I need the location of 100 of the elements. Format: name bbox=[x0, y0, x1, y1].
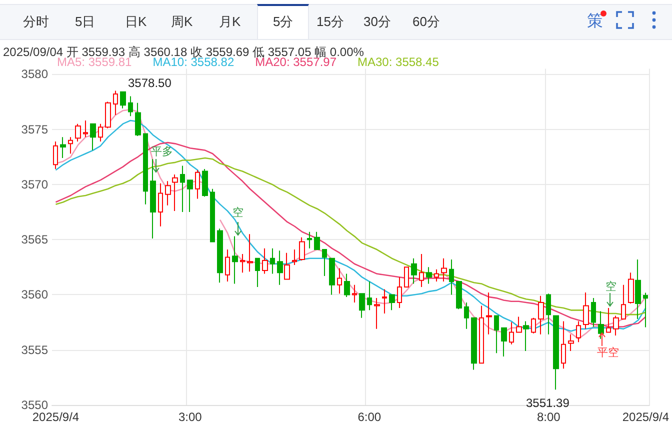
candlestick bbox=[187, 180, 193, 213]
candlestick bbox=[262, 248, 268, 274]
y-tick-label: 3555 bbox=[21, 342, 48, 357]
candlestick bbox=[411, 258, 417, 284]
candlestick bbox=[382, 288, 387, 314]
candlestick bbox=[419, 253, 424, 288]
candlestick bbox=[180, 165, 185, 213]
candlestick bbox=[352, 284, 357, 303]
x-tick-label: 6:00 bbox=[358, 410, 382, 424]
candlestick bbox=[628, 272, 634, 304]
candlestick bbox=[165, 180, 171, 206]
y-tick-label: 3565 bbox=[21, 232, 48, 247]
y-tick-label: 3580 bbox=[21, 67, 48, 82]
text: 5分 bbox=[273, 13, 294, 31]
candlestick bbox=[479, 305, 484, 364]
candlestick bbox=[397, 276, 402, 308]
y-tick-label: 3550 bbox=[21, 398, 48, 412]
candlestick bbox=[389, 294, 395, 311]
candlestick bbox=[307, 231, 312, 249]
candlestick bbox=[621, 284, 626, 320]
candlestick bbox=[255, 258, 260, 288]
candlestick bbox=[449, 258, 454, 296]
candlestick bbox=[337, 268, 342, 294]
candlestick bbox=[374, 298, 380, 330]
candlestick bbox=[113, 90, 118, 116]
candlestick bbox=[561, 320, 566, 370]
candlestick bbox=[509, 322, 514, 345]
candlestick bbox=[635, 258, 641, 320]
x-tick-label: 2025/9/4 bbox=[622, 410, 670, 424]
candlestick bbox=[247, 234, 253, 272]
candlestick bbox=[344, 273, 350, 298]
annotation: 空 bbox=[232, 206, 244, 220]
candlestick bbox=[105, 101, 111, 129]
text: 60分 bbox=[412, 13, 440, 31]
candlestick bbox=[441, 258, 447, 282]
candlestick bbox=[576, 320, 581, 343]
candlestick bbox=[98, 123, 103, 142]
candlestick bbox=[120, 91, 126, 109]
candlestick bbox=[546, 293, 551, 335]
candlestick bbox=[172, 174, 178, 212]
candlestick bbox=[523, 320, 529, 352]
candlestick bbox=[299, 236, 305, 262]
candlestick bbox=[516, 316, 522, 333]
candlestick bbox=[531, 317, 536, 334]
candlestick bbox=[270, 248, 275, 274]
candlestick bbox=[135, 102, 141, 136]
candlestick bbox=[606, 307, 611, 333]
text: 策 bbox=[587, 12, 603, 32]
annotation: 3551.39 bbox=[526, 396, 570, 410]
candlestick bbox=[75, 123, 81, 142]
candlestick bbox=[329, 258, 335, 296]
candlestick bbox=[613, 315, 619, 336]
text: 5日 bbox=[75, 13, 96, 31]
candlestick bbox=[90, 123, 96, 151]
candlestick bbox=[277, 250, 283, 286]
text: 15分 bbox=[316, 13, 344, 31]
annotation: 空 bbox=[606, 280, 616, 294]
text: 周K bbox=[171, 13, 193, 31]
x-tick-label: 8:00 bbox=[536, 410, 561, 424]
candlestick bbox=[591, 298, 596, 328]
candlestick bbox=[232, 236, 238, 284]
candlestick bbox=[225, 249, 230, 282]
x-tick-label: 3:00 bbox=[178, 410, 202, 424]
annotation: 3578.50 bbox=[128, 76, 172, 90]
candlestick bbox=[501, 327, 507, 357]
candlestick bbox=[367, 281, 372, 311]
candlestick bbox=[426, 266, 432, 284]
candlestick bbox=[404, 266, 409, 288]
candlestick bbox=[53, 140, 58, 170]
text: 月K bbox=[219, 13, 241, 31]
candlestick bbox=[292, 249, 297, 266]
annotation: 平空 bbox=[597, 346, 619, 360]
annotation: 平多 bbox=[151, 144, 173, 158]
y-tick-label: 3570 bbox=[21, 177, 48, 192]
candlestick bbox=[568, 334, 574, 352]
candlestick bbox=[217, 228, 223, 284]
candlestick bbox=[434, 268, 439, 282]
candlestick bbox=[464, 302, 469, 330]
candlestick bbox=[143, 133, 148, 205]
candlestick bbox=[210, 188, 215, 242]
candlestick bbox=[553, 315, 559, 390]
candlestick bbox=[643, 292, 648, 328]
text: 日K bbox=[125, 13, 147, 31]
candlestick bbox=[314, 231, 320, 250]
text: 30分 bbox=[364, 13, 391, 31]
y-tick-label: 3575 bbox=[21, 122, 48, 136]
candlestick bbox=[456, 281, 462, 310]
candlestick bbox=[128, 96, 133, 117]
candlestick bbox=[195, 170, 200, 200]
candlestick bbox=[60, 136, 66, 159]
candlestick bbox=[486, 292, 492, 335]
candlestick bbox=[538, 295, 544, 335]
y-tick-label: 3560 bbox=[21, 288, 48, 302]
candlestick bbox=[202, 168, 208, 198]
x-tick-label: 2025/9/4 bbox=[32, 410, 80, 424]
candlestick bbox=[322, 249, 327, 276]
candlestick bbox=[83, 120, 88, 138]
candlestick bbox=[471, 317, 477, 370]
candlestick bbox=[284, 252, 290, 280]
candlestick bbox=[359, 293, 365, 318]
